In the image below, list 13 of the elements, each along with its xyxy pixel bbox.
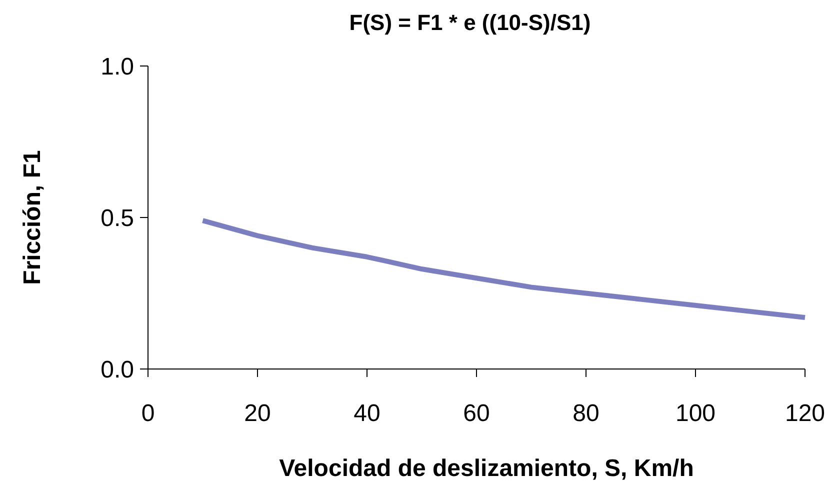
y-tick-label: 1.0 (100, 53, 134, 80)
x-tick-label: 40 (354, 400, 380, 427)
y-axis-title: Fricción, F1 (19, 150, 46, 285)
x-tick-label: 20 (244, 400, 271, 427)
y-tick-label: 0.5 (100, 204, 134, 232)
x-tick-label: 100 (675, 400, 716, 427)
y-tick-label: 0.0 (100, 356, 134, 384)
x-axis-title: Velocidad de deslizamiento, S, Km/h (279, 455, 694, 482)
x-tick-label: 120 (784, 400, 826, 427)
x-tick-label: 0 (141, 400, 155, 427)
chart-title: F(S) = F1 * e ((10-S)/S1) (349, 10, 591, 35)
x-tick-label: 60 (463, 400, 490, 427)
x-tick-label: 80 (572, 400, 600, 427)
